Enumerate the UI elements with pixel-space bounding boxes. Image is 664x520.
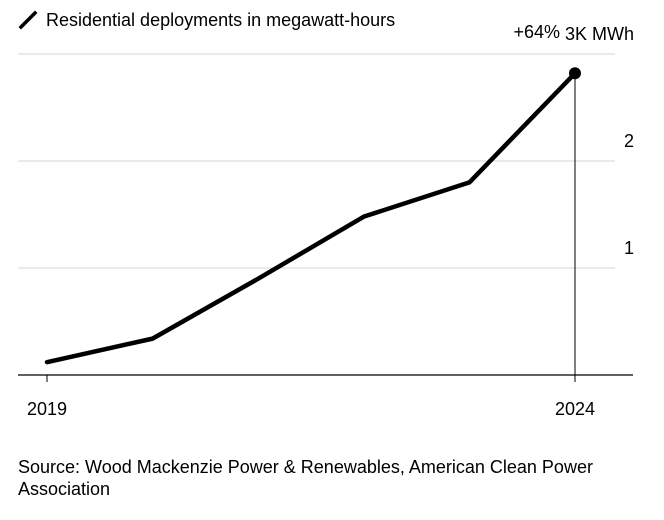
y-tick-label-2: 2	[624, 131, 634, 151]
series-line	[44, 71, 578, 365]
x-tick-label-2024: 2024	[555, 399, 595, 419]
legend-series-label: Residential deployments in megawatt-hour…	[46, 9, 396, 30]
chart-legend: Residential deployments in megawatt-hour…	[18, 8, 395, 32]
y-tick-label-1: 1	[624, 238, 634, 258]
legend-line-icon	[18, 10, 38, 30]
series-layer	[44, 67, 581, 365]
x-tick-label-2019: 2019	[27, 399, 67, 419]
source-note: Source: Wood Mackenzie Power & Renewable…	[18, 457, 593, 499]
change-annotation: +64%	[513, 22, 560, 42]
line-chart: 1 2 3K MWh+64% 2019 2024	[18, 22, 634, 419]
last-point-marker	[569, 67, 581, 80]
y-top-label: 3K MWh	[565, 24, 634, 44]
grid-layer	[18, 53, 633, 382]
label-layer: 1 2 3K MWh+64% 2019 2024	[27, 22, 634, 419]
